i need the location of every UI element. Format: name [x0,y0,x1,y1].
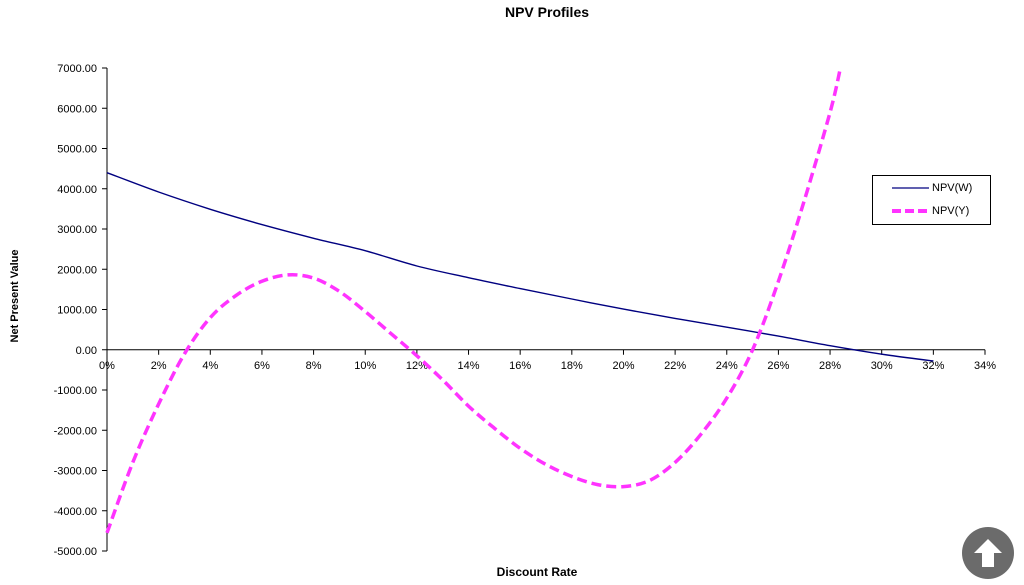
x-tick-label: 0% [99,360,115,372]
y-tick-label: 0.00 [76,345,97,357]
y-tick-label: 6000.00 [57,103,97,115]
scroll-to-top-button[interactable] [962,527,1014,579]
series-layer [105,67,934,534]
y-tick-label: -2000.00 [54,425,97,437]
arrow-up-icon [974,539,1002,567]
legend-label: NPV(W) [932,182,973,194]
y-tick-label: 5000.00 [57,144,97,156]
x-tick-label: 26% [767,360,789,372]
x-tick-label: 16% [509,360,531,372]
x-axis-label: Discount Rate [496,565,578,579]
chart-title: NPV Profiles [504,4,590,20]
x-tick-label: 24% [716,360,738,372]
solid-line-icon [892,187,929,189]
y-tick-label: 2000.00 [57,264,97,276]
y-tick-label: -4000.00 [54,506,97,518]
tick-labels: 7000.00 6000.00 5000.00 4000.00 3000.00 2000.… [54,63,997,558]
y-tick-label: 7000.00 [57,63,97,75]
x-tick-label: 34% [974,360,996,372]
series-line-npv-y [105,67,843,534]
legend-label: NPV(Y) [932,205,970,217]
legend: NPV(W) NPV(Y) [872,175,991,225]
legend-item-npv-y: NPV(Y) [873,204,969,218]
x-tick-label: 30% [871,360,893,372]
x-tick-label: 2% [151,360,167,372]
x-tick-label: 10% [354,360,376,372]
x-tick-label: 6% [254,360,270,372]
x-tick-label: 18% [561,360,583,372]
y-tick-label: -3000.00 [54,466,97,478]
x-tick-label: 14% [458,360,480,372]
y-tick-label: 4000.00 [57,184,97,196]
series-line-npv-w [106,172,934,362]
y-tick-label: 3000.00 [57,224,97,236]
x-tick-label: 32% [922,360,944,372]
y-tick-label: -1000.00 [54,385,97,397]
y-tick-label: 1000.00 [57,305,97,317]
x-tick-label: 20% [612,360,634,372]
dashed-line-icon [892,209,929,213]
x-tick-label: 28% [819,360,841,372]
x-tick-label: 22% [664,360,686,372]
axes [102,67,986,552]
y-tick-label: -5000.00 [54,546,97,558]
x-tick-label: 4% [202,360,218,372]
x-tick-label: 8% [306,360,322,372]
legend-item-npv-w: NPV(W) [873,181,972,195]
